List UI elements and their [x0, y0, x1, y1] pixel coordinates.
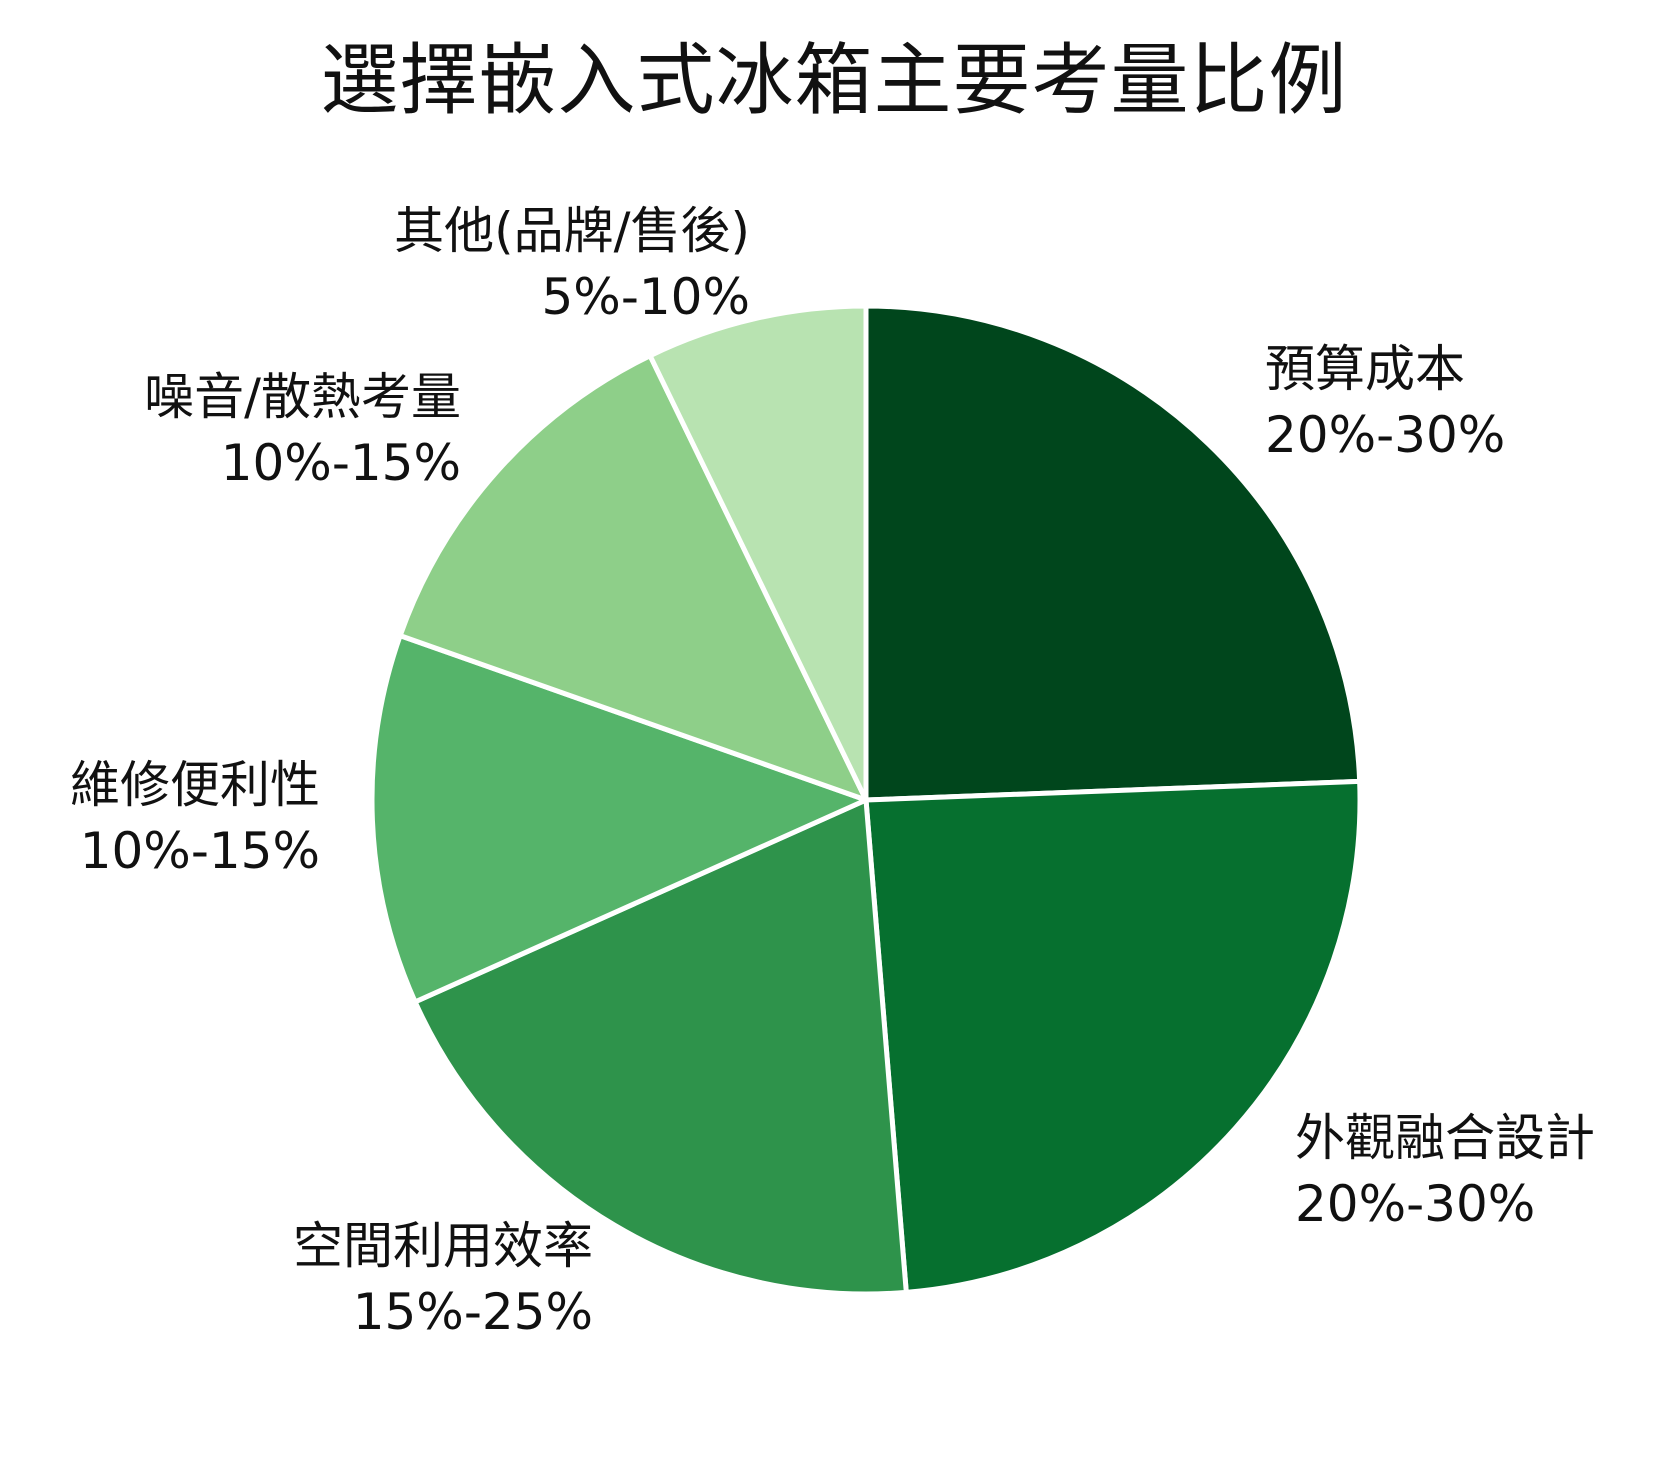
pie-slice-0: [863, 303, 1363, 803]
slice-label-name: 維修便利性: [70, 756, 320, 814]
pie-slice-2: [412, 797, 909, 1297]
slice-label-space: 空間利用效率 15%-25%: [293, 1213, 593, 1345]
slice-label-name: 空間利用效率: [293, 1217, 593, 1275]
slice-label-name: 噪音/散熱考量: [144, 368, 461, 426]
slice-label-budget: 預算成本 20%-30%: [1265, 336, 1505, 468]
slice-label-maintenance: 維修便利性 10%-15%: [70, 752, 320, 884]
slice-label-range: 10%-15%: [79, 822, 320, 880]
slice-label-range: 10%-15%: [220, 434, 461, 492]
slice-label-other: 其他(品牌/售後) 5%-10%: [394, 198, 750, 330]
pie-slice-3: [369, 633, 869, 1005]
slice-label-name: 預算成本: [1265, 340, 1465, 398]
slice-label-range: 20%-30%: [1295, 1175, 1536, 1233]
slice-label-name: 外觀融合設計: [1295, 1109, 1595, 1167]
slice-label-range: 15%-25%: [352, 1283, 593, 1341]
slice-label-range: 5%-10%: [541, 268, 751, 326]
pie-slice-4: [397, 353, 869, 803]
chart-title: 選擇嵌入式冰箱主要考量比例: [320, 36, 1348, 126]
slice-label-noise-heat: 噪音/散熱考量 10%-15%: [144, 364, 461, 496]
slice-label-appearance: 外觀融合設計 20%-30%: [1295, 1105, 1595, 1237]
pie-slice-5: [647, 303, 869, 803]
pie-slice-1: [863, 778, 1363, 1295]
slice-label-name: 其他(品牌/售後): [394, 202, 750, 260]
slice-label-range: 20%-30%: [1265, 406, 1506, 464]
